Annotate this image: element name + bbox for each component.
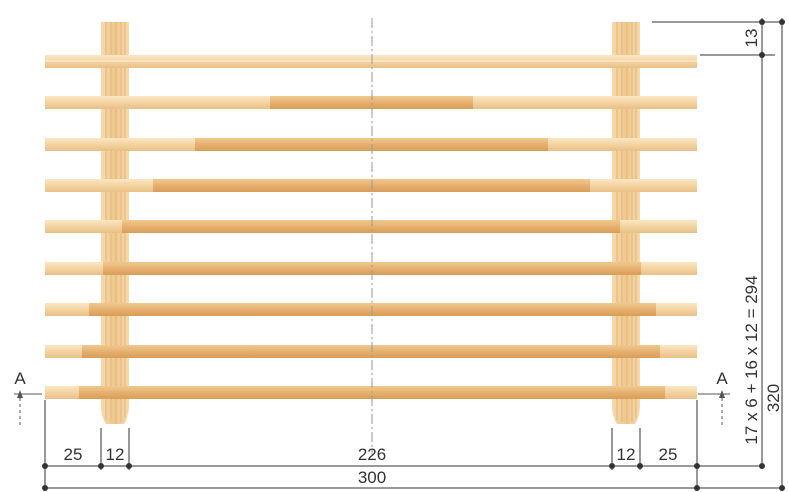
boards	[45, 55, 697, 399]
dim-overall-width: 300	[358, 468, 386, 487]
board-1	[45, 55, 697, 68]
board-inlay	[82, 345, 660, 358]
section-marker-label: A	[716, 369, 728, 388]
section-marker-label: A	[14, 369, 26, 388]
dim-overall-height: 320	[764, 384, 783, 412]
board-inlay	[103, 262, 641, 275]
dim-board-formula: 17 x 6 + 16 x 12 = 294	[742, 275, 761, 444]
board-8	[45, 345, 697, 358]
section-marker-left: A	[14, 369, 42, 428]
section-marker-right: A	[698, 369, 730, 428]
dim-top-offset: 13	[742, 29, 761, 48]
dim-right-post: 12	[617, 445, 636, 464]
board-4	[45, 179, 697, 192]
board-9	[45, 386, 697, 399]
board-6	[45, 262, 697, 275]
board-inlay	[270, 96, 473, 109]
board-7	[45, 303, 697, 316]
board-3	[45, 138, 697, 151]
dim-left-post: 12	[106, 445, 125, 464]
right-dimension-dots	[759, 19, 785, 491]
right-dimensions	[652, 18, 785, 489]
board-5	[45, 220, 697, 233]
dim-left-overhang: 25	[64, 445, 83, 464]
dimension-dots	[42, 463, 700, 491]
dim-between-posts: 226	[358, 445, 386, 464]
dim-right-overhang: 25	[659, 445, 678, 464]
board-inlay	[122, 220, 620, 233]
board-2	[45, 96, 697, 109]
